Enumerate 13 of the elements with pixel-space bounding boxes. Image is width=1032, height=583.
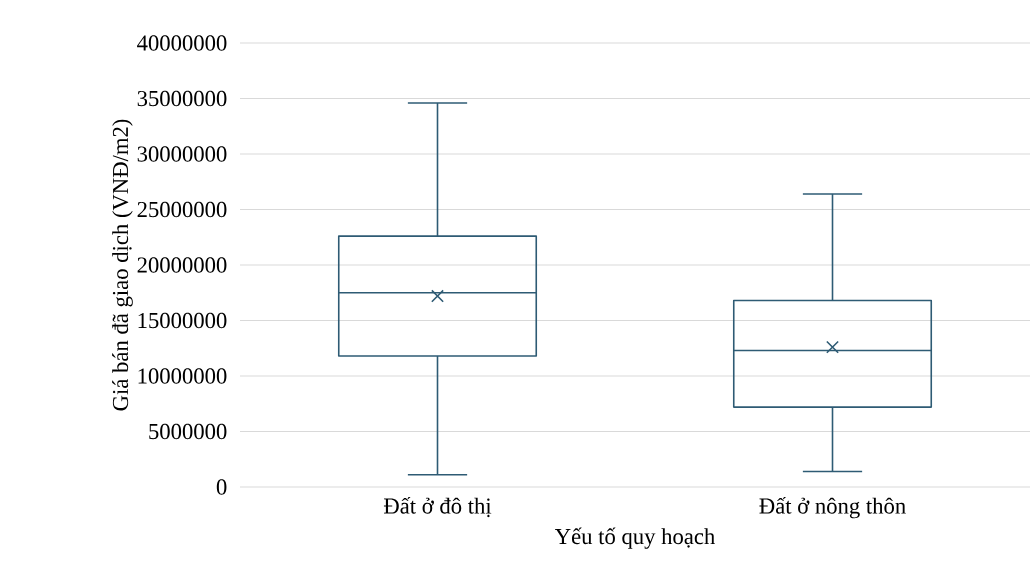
- y-tick-label: 25000000: [137, 201, 227, 218]
- y-tick-label: 10000000: [138, 368, 227, 384]
- y-axis-title: Giá bán đã giao dịch (VNĐ/m2): [112, 119, 133, 411]
- y-tick-label: 35000000: [137, 90, 227, 107]
- y-tick-label: 15000000: [138, 312, 227, 329]
- y-tick-label: 5000000: [149, 423, 227, 440]
- x-tick-label: Đất ở đô thị: [383, 497, 492, 518]
- x-axis-title: Yếu tố quy hoạch: [555, 527, 715, 549]
- x-tick-label: Đất ở nông thôn: [759, 497, 906, 519]
- y-tick-label: 20000000: [137, 257, 227, 273]
- y-tick-label: 0: [216, 479, 227, 495]
- y-tick-label: 30000000: [137, 146, 227, 162]
- y-tick-label: 40000000: [137, 35, 227, 51]
